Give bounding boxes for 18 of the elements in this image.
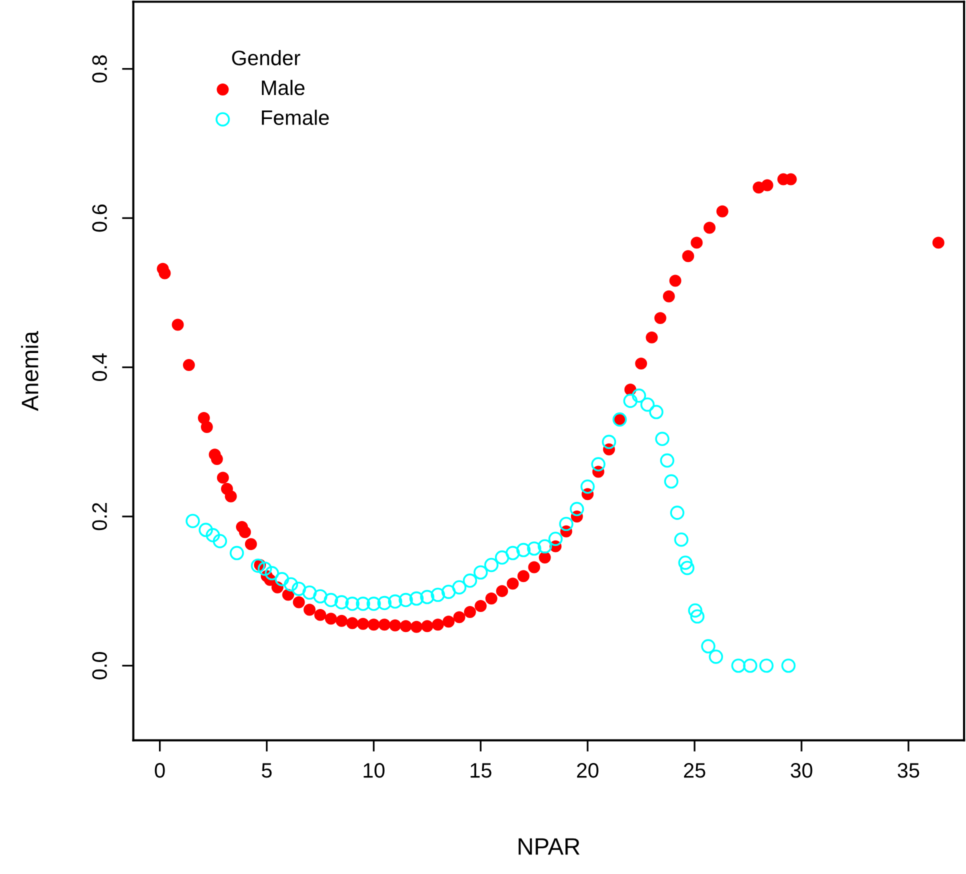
x-tick-label: 20 <box>577 763 598 778</box>
x-tick-label: 15 <box>470 763 492 778</box>
y-tick-label: 0.2 <box>92 503 107 530</box>
y-tick-label: 0.8 <box>92 55 107 83</box>
x-tick-label: 25 <box>684 763 706 778</box>
x-tick-label: 35 <box>898 763 920 778</box>
y-tick-label: 0.4 <box>92 353 107 381</box>
x-tick-label: 0 <box>154 763 165 778</box>
x-tick-label: 10 <box>364 763 384 778</box>
y-tick-label: 0.0 <box>92 652 107 680</box>
x-axis-title: NPAR <box>518 838 580 855</box>
x-tick-label: 30 <box>790 763 812 778</box>
y-axis-title: Anemia <box>21 330 38 411</box>
legend-label: Female <box>262 110 329 126</box>
x-tick-label: 5 <box>262 763 272 778</box>
legend-title: Gender <box>232 50 300 66</box>
y-tick-label: 0.6 <box>92 204 107 232</box>
legend-label: Male <box>262 80 304 96</box>
